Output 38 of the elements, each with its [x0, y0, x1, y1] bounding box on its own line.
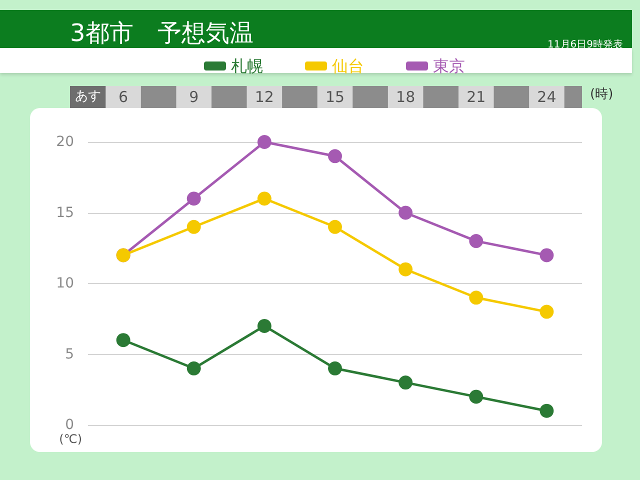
- y-tick-label: 20: [56, 134, 74, 150]
- x-axis-title: (時): [590, 87, 614, 102]
- point: [398, 206, 413, 220]
- x-tick-label: 15: [325, 88, 345, 106]
- y-tick-label: 0: [65, 417, 74, 433]
- point: [398, 376, 413, 390]
- legend-label: 札幌: [231, 56, 263, 76]
- point: [540, 248, 554, 262]
- point: [469, 290, 484, 305]
- point: [257, 192, 272, 206]
- point: [398, 262, 413, 276]
- legend-label: 仙台: [332, 56, 364, 76]
- point: [186, 192, 201, 206]
- y-tick-label: 15: [56, 204, 74, 221]
- x-tick-label: 18: [396, 88, 416, 106]
- point: [257, 318, 272, 333]
- point: [540, 404, 554, 418]
- text: あす: [70, 86, 106, 108]
- x-tick-label: 9: [189, 88, 199, 106]
- point: [540, 304, 554, 319]
- point: [469, 390, 484, 404]
- y-tick-label: 5: [65, 346, 74, 362]
- point: [257, 135, 272, 149]
- x-tick-label: 6: [118, 88, 128, 106]
- point: [328, 149, 342, 164]
- point: [186, 361, 201, 376]
- point: [469, 234, 484, 248]
- y-tick-label: 10: [56, 276, 74, 292]
- y-axis-title: (℃): [59, 432, 82, 446]
- point: [328, 361, 342, 376]
- x-tick-label: 21: [466, 88, 486, 106]
- x-tick-label: 24: [537, 88, 556, 106]
- point: [116, 333, 130, 348]
- legend-label: 東京: [433, 56, 465, 76]
- x-tick-label: 12: [254, 88, 274, 106]
- chart-title: 3都市 予想気温: [70, 19, 254, 47]
- point: [186, 220, 201, 234]
- point: [328, 220, 342, 234]
